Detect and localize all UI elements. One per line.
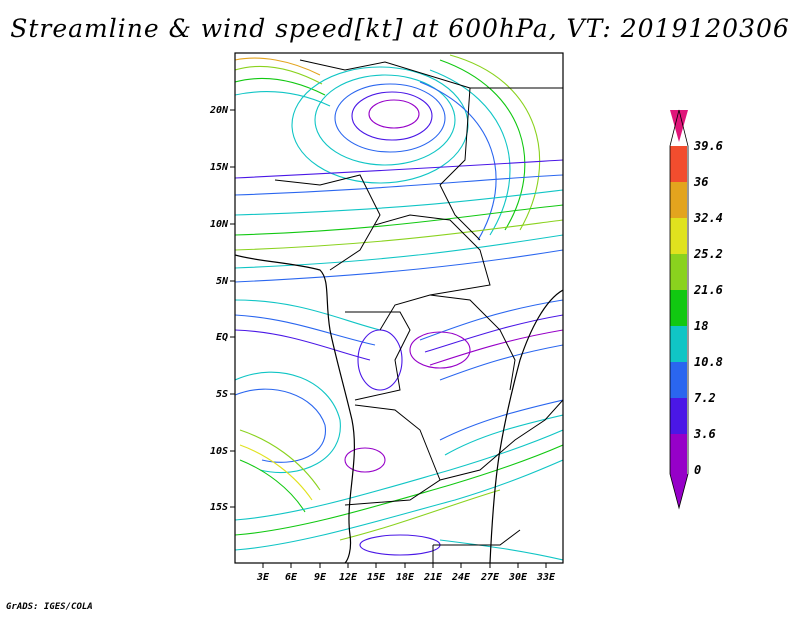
colorbar-segment [670,290,687,326]
lon-label: 21E [423,572,443,583]
colorbar-segment [670,362,687,398]
lat-label: 20N [209,105,229,116]
colorbar: 39.6 36 32.4 25.2 21.6 18 10.8 7.2 3.6 0 [669,109,723,510]
colorbar-label: 36 [693,175,708,189]
lat-label: 10S [210,446,228,457]
lon-label: 18E [396,572,415,583]
colorbar-label: 39.6 [693,139,723,153]
colorbar-segment [670,146,687,182]
lat-label: 5N [216,276,229,287]
lon-label: 24E [451,572,471,583]
colorbar-segment [670,254,687,290]
map-panel [234,52,564,564]
colorbar-min-cap [670,474,688,508]
lon-label: 33E [536,572,556,583]
lat-label: 10N [210,219,229,230]
lat-label: EQ [216,332,228,343]
colorbar-label: 25.2 [693,247,723,261]
colorbar-label: 0 [694,463,701,477]
lon-label: 3E [256,572,270,583]
lat-label: 15N [210,162,229,173]
colorbar-segment [670,326,687,362]
lon-label: 9E [314,572,327,583]
colorbar-segment [670,182,687,218]
lon-axis: 3E 6E 9E 12E 15E 18E 21E 24E 27E 30E 33E [256,563,556,583]
colorbar-label: 3.6 [693,427,716,441]
colorbar-segment [670,434,687,474]
colorbar-segment [670,218,687,254]
colorbar-label: 21.6 [693,283,723,297]
lat-label: 5S [216,389,228,400]
lon-label: 15E [367,572,386,583]
chart-title: Streamline & wind speed[kt] at 600hPa, V… [10,14,790,43]
lon-label: 30E [508,572,528,583]
lon-label: 12E [339,572,358,583]
lat-label: 15S [210,502,228,513]
colorbar-label: 10.8 [694,355,723,369]
colorbar-segment [670,398,687,434]
streamline-field [235,53,563,563]
lon-label: 27E [480,572,500,583]
colorbar-max-cap [670,110,688,142]
colorbar-label: 18 [694,319,708,333]
colorbar-label: 7.2 [694,391,716,405]
lon-label: 6E [285,572,298,583]
credit-text: GrADS: IGES/COLA [6,602,93,612]
lat-axis: 20N 15N 10N 5N EQ 5S 10S 15S [209,105,235,513]
colorbar-label: 32.4 [693,211,723,225]
map-frame [234,52,564,564]
